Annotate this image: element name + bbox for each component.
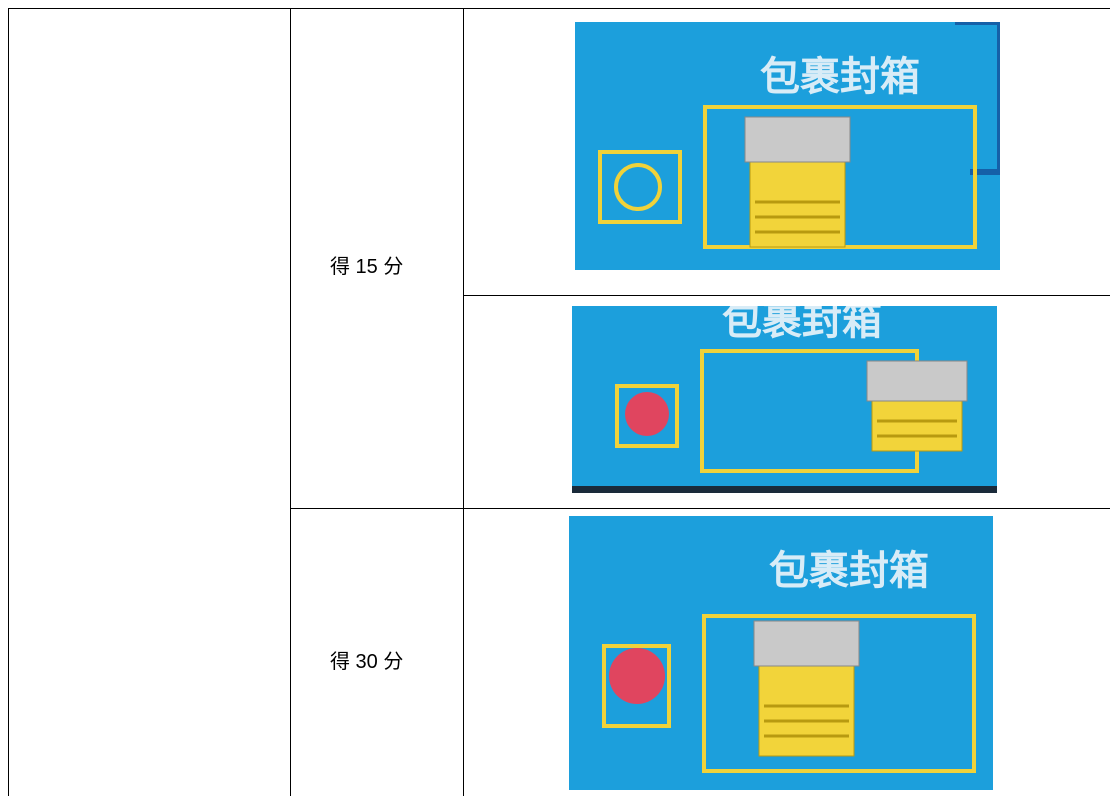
table-border [290,508,1110,509]
table-border [8,8,1110,9]
photo: 包裹封箱 [575,22,1000,270]
table-border [290,8,291,796]
mat-label: 包裹封箱 [769,548,929,594]
mat-label: 包裹封箱 [722,306,882,344]
score-text: 得 15 分 [330,256,404,278]
score-text: 得 30 分 [330,651,404,673]
photo: 包裹封箱 [572,306,997,493]
table-border [8,8,9,796]
table-border [463,295,1110,296]
table-border [463,8,464,796]
photo: 包裹封箱 [569,516,993,790]
mat-label: 包裹封箱 [760,54,920,100]
